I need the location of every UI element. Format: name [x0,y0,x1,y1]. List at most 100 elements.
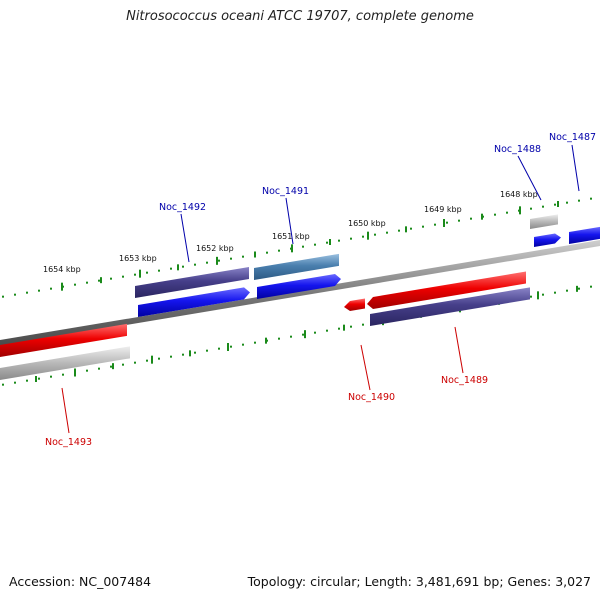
tick-dot [170,267,172,270]
tick-dot [242,255,244,258]
gene-noc-1492[interactable] [138,287,250,317]
tick-dot [338,327,340,330]
tick-dot [542,205,544,208]
tick-label: 1653 kbp [119,254,157,263]
gene-noc-1492-purple[interactable] [135,267,249,298]
tick-labels: 1654 kbp 1653 kbp 1652 kbp 1651 kbp 1650 kbp… [43,190,538,274]
gene-noc-1488-gray[interactable] [530,214,558,229]
tick-dot [158,357,160,360]
gene-label[interactable]: Noc_1490 [348,392,395,403]
tick-label: 1652 kbp [196,244,234,253]
gene-noc-1487[interactable] [569,226,600,244]
tick-dot [14,381,16,384]
tick-dot [50,375,52,378]
tick-dot [134,273,136,276]
tick-dot [554,291,556,294]
tick-dot [26,379,28,382]
gene-leader-line [360,344,371,391]
tick-dot [578,287,580,290]
tick-dot [434,223,436,226]
tick-dot [278,249,280,252]
tick-dot [266,251,268,254]
gene-label[interactable]: Noc_1492 [159,202,206,213]
gene-noc-1488[interactable] [534,233,561,248]
tick-dot [386,231,388,234]
tick-dot [254,341,256,344]
tick-dot [194,263,196,266]
tick-dot [314,331,316,334]
genome-summary: Topology: circular; Length: 3,481,691 bp… [247,574,591,589]
tick-dot [302,245,304,248]
gene-noc-1493-gray[interactable] [0,346,130,380]
tick-dot [566,289,568,292]
tick-label: 1651 kbp [272,232,310,241]
tick-dot [122,275,124,278]
tick-dot [362,235,364,238]
tick-dot [122,363,124,366]
tick-dot [134,361,136,364]
tick-dot [374,233,376,236]
gene-label[interactable]: Noc_1488 [494,144,541,155]
gene-label[interactable]: Noc_1491 [262,186,309,197]
tick-dot [326,241,328,244]
tick-dot [218,347,220,350]
gene-noc-1489-purple[interactable] [370,287,530,326]
tick-dot [170,355,172,358]
tick-dot [194,351,196,354]
tick-label: 1654 kbp [43,265,81,274]
gene-noc-1491-steel[interactable] [254,253,339,280]
tick-dot [182,265,184,268]
gene-leader-line [571,144,580,192]
gene-noc-1489[interactable] [367,271,526,310]
gene-label-leaders [61,144,580,434]
tick-dot [86,281,88,284]
gene-features [0,214,600,380]
tick-dot [314,243,316,246]
tick-dot [458,219,460,222]
tick-dot [302,333,304,336]
tick-dot [2,295,4,298]
gene-leader-line [285,197,294,245]
tick-dot [350,325,352,328]
tick-dot [362,323,364,326]
gene-noc-1490[interactable] [344,298,365,312]
gene-labels: Noc_1487 Noc_1488 Noc_1489 Noc_1490 Noc_1491… [45,132,596,448]
tick-dot [110,277,112,280]
tick-dot [290,335,292,338]
tick-dot [206,349,208,352]
gene-label[interactable]: Noc_1487 [549,132,596,143]
gene-noc-1493[interactable] [0,323,127,357]
gene-leader-line [517,155,542,201]
tick-dot [98,367,100,370]
tick-dot [62,373,64,376]
tick-dot [14,293,16,296]
map-title: Nitrosococcus oceani ATCC 19707, complet… [126,9,474,24]
tick-dot [158,269,160,272]
tick-dot [110,365,112,368]
tick-dot [218,259,220,262]
gene-noc-1491[interactable] [257,274,341,299]
tick-marks [35,201,578,382]
tick-dot [278,337,280,340]
tick-dot [326,329,328,332]
tick-dot [86,369,88,372]
tick-dot-rows [2,197,592,386]
tick-dot [242,343,244,346]
tick-dot [338,239,340,242]
tick-label: 1649 kbp [424,205,462,214]
tick-dot [182,353,184,356]
accession-label: Accession: NC_007484 [9,574,152,589]
genome-backbone [0,240,600,346]
tick-dot [590,197,592,200]
tick-dot [422,225,424,228]
tick-dot [554,203,556,206]
gene-label[interactable]: Noc_1489 [441,375,488,386]
tick-dot [50,287,52,290]
tick-dot [206,261,208,264]
tick-dot [470,217,472,220]
tick-label: 1648 kbp [500,190,538,199]
tick-dot [230,345,232,348]
gene-label[interactable]: Noc_1493 [45,437,92,448]
tick-dot [506,211,508,214]
